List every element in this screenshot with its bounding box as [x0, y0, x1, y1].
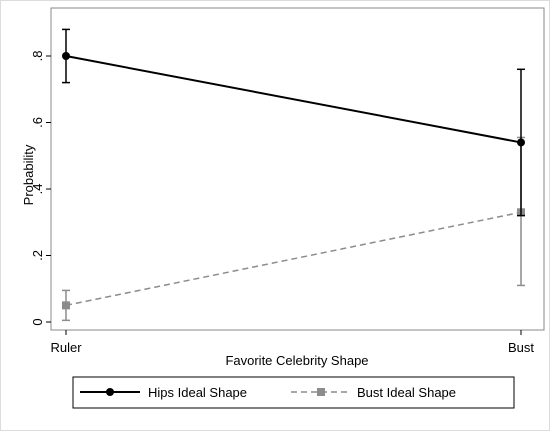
data-point: [62, 301, 70, 310]
y-tick-label: .4: [30, 184, 45, 195]
y-tick-label: .6: [30, 117, 45, 128]
x-axis-title: Favorite Celebrity Shape: [225, 353, 368, 368]
legend-marker: [317, 388, 325, 396]
series-layer: [62, 28, 525, 322]
x-axis: Ruler Bust: [50, 330, 534, 355]
y-axis: 0 .2 .4 .6 .8: [30, 51, 51, 326]
series-line: [65, 55, 522, 144]
x-tick-label: Ruler: [50, 340, 82, 355]
series-hips-ideal-shape: [62, 28, 525, 217]
legend-items: Hips Ideal Shape Bust Ideal Shape: [80, 385, 456, 400]
plot-frame: [50, 7, 545, 331]
legend-label: Hips Ideal Shape: [148, 385, 247, 400]
data-point: [517, 138, 525, 147]
legend: Hips Ideal Shape Bust Ideal Shape: [72, 376, 515, 409]
x-tick-label: Bust: [508, 340, 534, 355]
y-tick-label: .2: [30, 250, 45, 261]
y-tick-label: 0: [30, 318, 45, 325]
y-axis-title: Probability: [21, 144, 36, 205]
y-tick-label: .8: [30, 51, 45, 62]
legend-label: Bust Ideal Shape: [357, 385, 456, 400]
series-line: [65, 211, 522, 307]
data-point: [62, 52, 70, 60]
legend-marker: [106, 388, 114, 396]
